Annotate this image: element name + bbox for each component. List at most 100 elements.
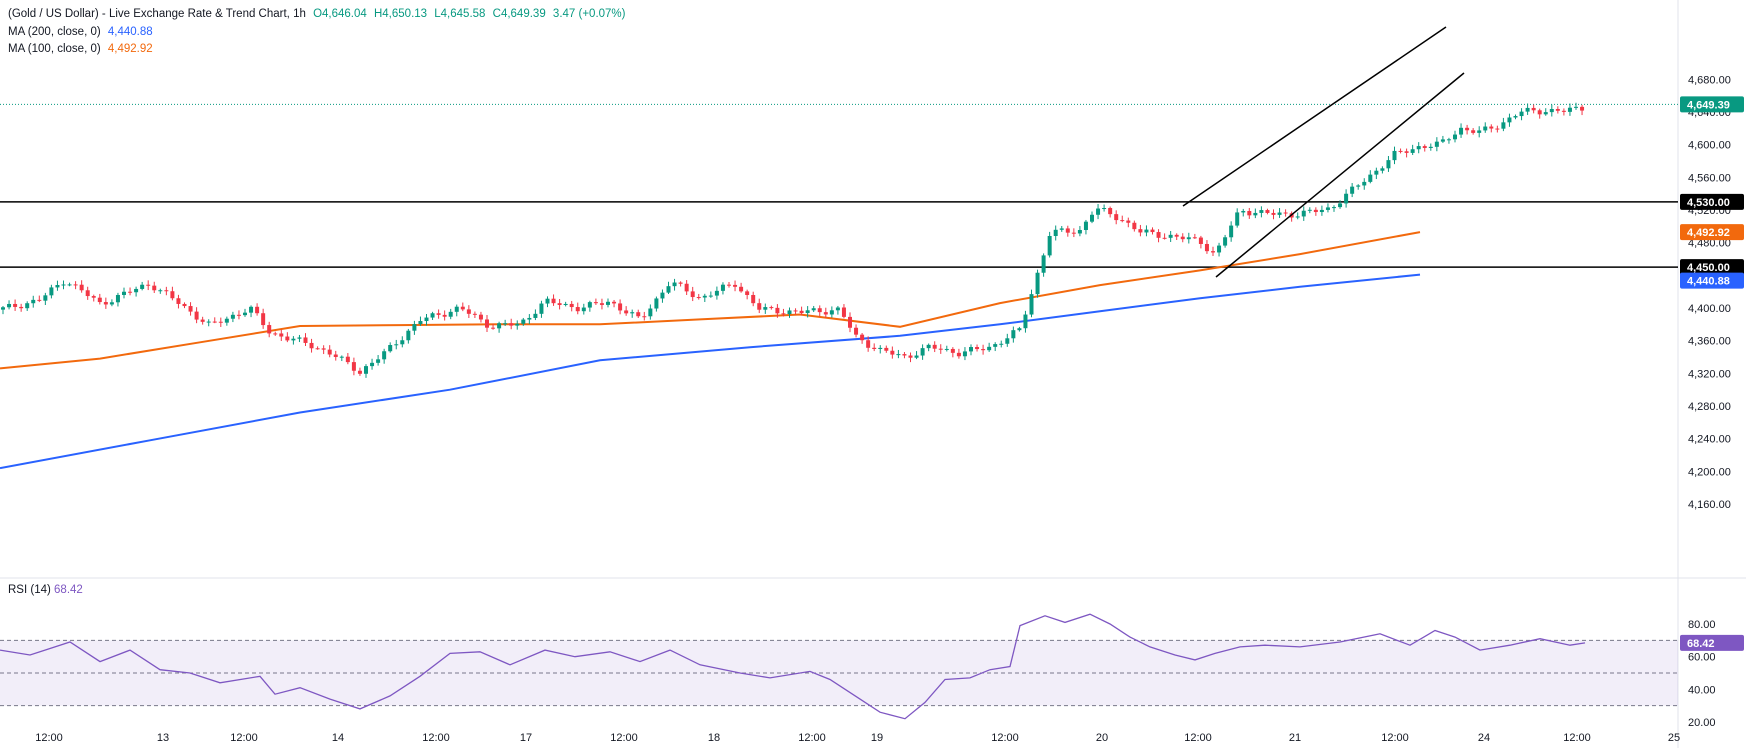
candle [1416,142,1421,154]
candle [1483,122,1488,133]
candle [418,316,423,326]
candle-body [285,336,290,341]
time-tick-label: 21 [1289,732,1301,744]
candle [817,305,822,317]
candle [860,333,865,344]
candle-body [956,352,961,357]
candle-body [1241,210,1246,213]
candle [1204,240,1209,254]
candle-body [1507,117,1512,123]
candle-body [981,349,986,351]
candle [321,345,326,355]
candle-body [1283,212,1288,214]
candle-body [708,295,713,297]
candle-body [128,291,133,293]
candle-body [400,340,405,345]
candle [708,291,713,298]
rsi-tick-label: 40.00 [1688,684,1716,696]
candle-body [969,347,973,352]
candle [503,319,508,327]
candle [79,280,84,293]
candle-body [1567,107,1572,112]
candle-body [91,296,96,298]
candle-body [1174,234,1179,237]
last-price-badge: 4,649.39 [1680,96,1744,113]
candle-body [273,333,278,335]
candle [636,309,641,318]
candle-body [1150,229,1155,233]
candle [1531,104,1536,114]
symbol-legend: (Gold / US Dollar) - Live Exchange Rate … [8,8,629,20]
candle-body [684,283,689,292]
candle [1392,146,1397,165]
candle-body [134,288,139,293]
price-tick-label: 4,680.00 [1688,74,1731,86]
candle-body [1416,146,1421,150]
candle-body [787,310,792,315]
candle [388,342,393,353]
candle-body [914,355,919,358]
candle-body [1077,229,1082,234]
candle-body [7,303,12,308]
candle-body [1561,110,1566,112]
candle-body [454,306,459,312]
candle [1307,207,1312,214]
candle [545,296,550,308]
ma200-legend[interactable]: MA (200, close, 0) 4,440.88 [8,26,157,38]
candle-body [267,325,272,334]
candle-body [418,321,423,325]
candle [73,281,78,290]
candle-body [1380,168,1385,171]
candle-body [1223,237,1228,246]
candle-body [394,344,399,346]
time-tick-label: 12:00 [610,732,638,744]
candle-body [1422,146,1427,148]
candle [908,352,913,363]
candle [1126,217,1131,228]
candle [1313,207,1318,216]
candle-body [557,303,562,306]
candle [1277,208,1282,218]
candle [872,343,877,352]
candle [261,308,266,329]
candle [612,299,617,308]
price-tick-label: 4,360.00 [1688,336,1731,348]
candle [491,323,496,330]
candle-body [720,284,725,291]
candle [733,280,738,292]
candle [152,281,157,294]
candle-body [1350,186,1355,194]
candle [926,343,931,352]
candle-body [146,284,151,286]
candle [1386,156,1391,172]
candle [1211,246,1215,257]
candle [1198,235,1203,249]
candle [267,321,272,338]
candle-body [67,284,72,286]
ma100-legend[interactable]: MA (100, close, 0) 4,492.92 [8,43,157,55]
candle [273,331,278,336]
rsi-legend[interactable]: RSI (14) 68.42 [8,584,83,596]
candle-body [648,308,653,317]
candle [122,287,126,299]
candle [218,317,223,327]
candle-body [1344,193,1349,204]
candle-body [230,314,235,319]
candle-body [182,303,187,307]
candle-body [733,284,738,287]
candle-body [31,299,36,304]
candle [1398,148,1403,154]
last-price-badge-text: 4,649.39 [1687,99,1730,111]
candle-body [1059,228,1064,230]
candle-body [1501,122,1506,129]
candle [956,348,961,359]
candle [884,345,889,353]
candle-body [436,313,441,315]
candle-body [1459,127,1464,135]
candle-body [200,319,205,322]
candle-body [357,370,362,374]
candle-body [176,298,181,304]
candle [618,299,623,315]
candle-body [1114,214,1119,221]
